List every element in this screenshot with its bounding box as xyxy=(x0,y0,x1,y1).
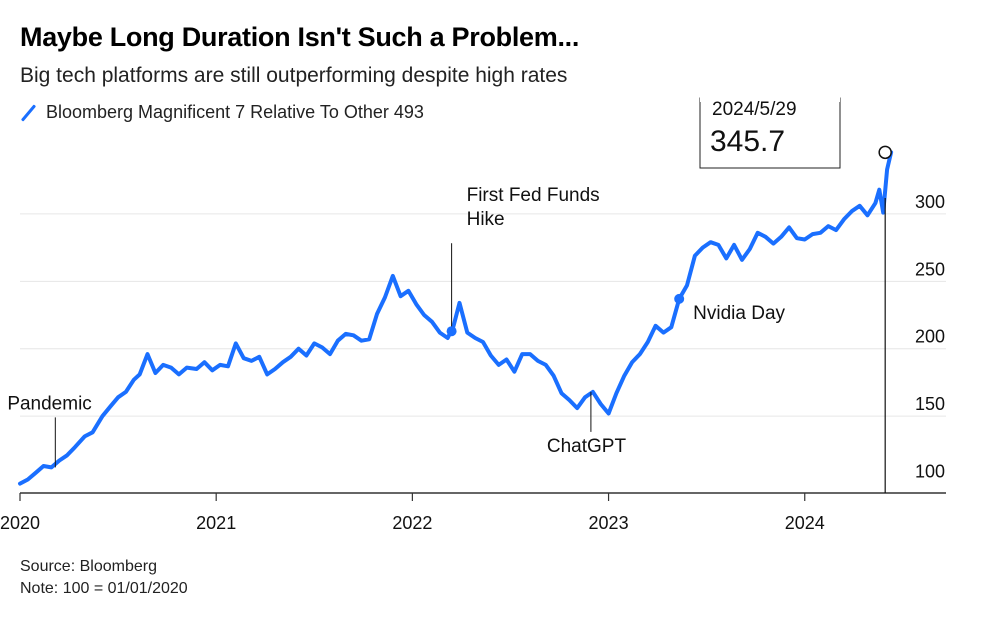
x-tick-label: 2020 xyxy=(0,513,40,533)
annotation-label: ChatGPT xyxy=(547,436,627,457)
x-tick-label: 2024 xyxy=(785,513,825,533)
y-tick-label: 100 xyxy=(915,462,945,482)
annotation-dot xyxy=(446,326,457,337)
legend-label: Bloomberg Magnificent 7 Relative To Othe… xyxy=(46,102,424,122)
x-tick-label: 2021 xyxy=(196,513,236,533)
chart-title: Maybe Long Duration Isn't Such a Problem… xyxy=(20,22,580,52)
callout-box-mask xyxy=(700,92,840,102)
callout-value: 345.7 xyxy=(710,125,785,158)
x-tick-label: 2022 xyxy=(392,513,432,533)
annotation-label-line: First Fed Funds xyxy=(467,185,600,206)
note-text: Note: 100 = 01/01/2020 xyxy=(20,580,188,597)
annotation-label-line: Hike xyxy=(467,209,505,230)
callout-date: 2024/5/29 xyxy=(712,99,797,120)
chart-subtitle: Big tech platforms are still outperformi… xyxy=(20,64,568,87)
y-tick-label: 150 xyxy=(915,394,945,414)
legend: Bloomberg Magnificent 7 Relative To Othe… xyxy=(20,102,424,123)
annotation-label: Nvidia Day xyxy=(693,303,785,324)
source-text: Source: Bloomberg xyxy=(20,558,157,575)
annotation-label: Pandemic xyxy=(7,393,92,414)
y-tick-label: 300 xyxy=(915,192,945,212)
callout-marker xyxy=(878,145,892,160)
callout-box xyxy=(699,97,841,169)
y-tick-label: 200 xyxy=(915,327,945,347)
annotation-dot xyxy=(674,293,685,304)
x-tick-label: 2023 xyxy=(589,513,629,533)
series-line xyxy=(18,150,894,486)
footer: Source: Bloomberg Note: 100 = 01/01/2020 xyxy=(20,556,188,600)
y-tick-label: 250 xyxy=(915,259,945,279)
annotation-label: First Fed Funds Hike xyxy=(467,185,600,230)
